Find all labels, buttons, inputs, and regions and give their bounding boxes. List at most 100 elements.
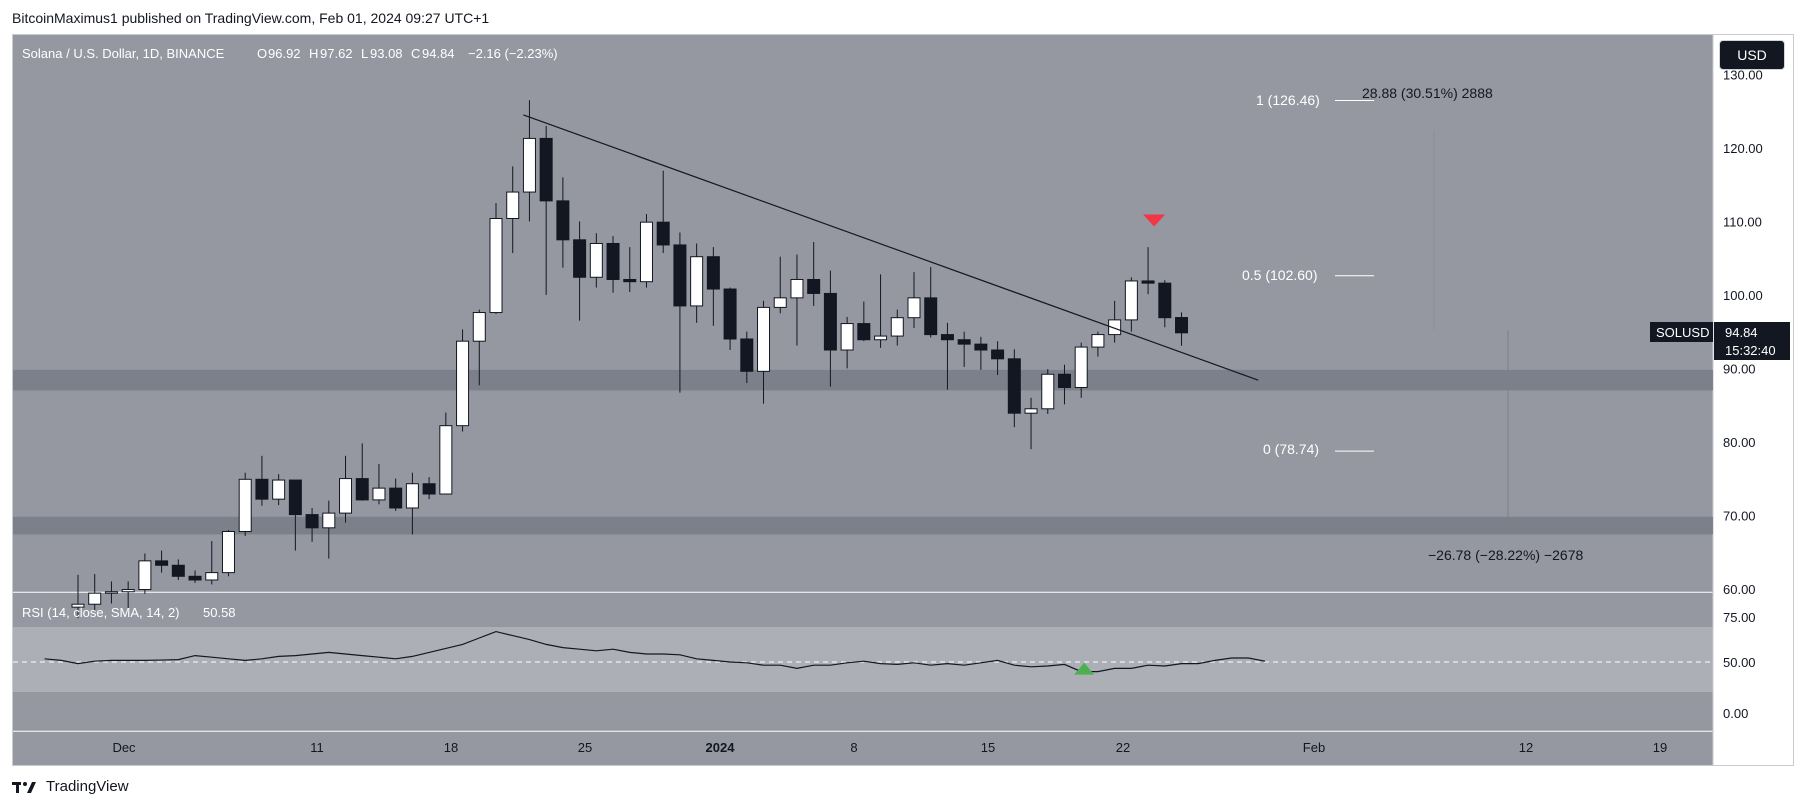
candle-body-up bbox=[272, 479, 286, 500]
candle-body-down bbox=[171, 564, 185, 577]
candle-body-down bbox=[422, 483, 436, 495]
candle-body-down bbox=[991, 349, 1005, 360]
candle bbox=[1175, 312, 1189, 346]
price-badge-price: 94.84 bbox=[1725, 325, 1758, 340]
candle bbox=[288, 479, 302, 551]
low-value: 93.08 bbox=[370, 46, 403, 61]
publisher-line: BitcoinMaximus1 published on TradingView… bbox=[12, 10, 490, 26]
candle bbox=[723, 287, 737, 351]
price-tick-label: 110.00 bbox=[1723, 214, 1762, 229]
candle-body-down bbox=[389, 487, 403, 509]
candle bbox=[238, 472, 252, 536]
candle-body-up bbox=[322, 512, 336, 529]
candle-body-up bbox=[890, 317, 904, 337]
candle bbox=[656, 170, 670, 254]
candle bbox=[807, 242, 821, 306]
candle bbox=[924, 266, 938, 338]
candle-body-up bbox=[439, 425, 453, 495]
candle bbox=[706, 247, 720, 326]
candle-body-up bbox=[339, 478, 353, 514]
candle bbox=[88, 574, 102, 611]
candle-body-up bbox=[1091, 334, 1105, 348]
date-tick-label: 22 bbox=[1116, 740, 1130, 755]
rsi-tick-label: 50.00 bbox=[1723, 655, 1756, 670]
candle bbox=[857, 301, 871, 342]
price-tick-label: 90.00 bbox=[1723, 361, 1756, 376]
candle bbox=[757, 300, 771, 404]
candle bbox=[155, 550, 169, 573]
tradingview-logo-icon bbox=[12, 781, 36, 793]
candle-body-down bbox=[673, 244, 687, 307]
candle bbox=[589, 233, 603, 288]
footer-brand[interactable]: TradingView bbox=[46, 778, 129, 795]
candle-body-up bbox=[104, 591, 118, 594]
candle-body-up bbox=[773, 297, 787, 308]
date-tick-label: Dec bbox=[112, 740, 136, 755]
candle-body-up bbox=[221, 530, 235, 574]
rsi-band bbox=[13, 627, 1713, 692]
bullish-signal-marker bbox=[1074, 662, 1095, 675]
high-value: 97.62 bbox=[320, 46, 353, 61]
candle bbox=[104, 581, 118, 604]
candle bbox=[673, 232, 687, 393]
price-tick-label: 100.00 bbox=[1723, 288, 1763, 303]
candle bbox=[255, 455, 269, 506]
candle-body-down bbox=[1175, 317, 1189, 334]
range-up-label: 28.88 (30.51%) 2888 bbox=[1362, 85, 1493, 101]
date-tick-label: 11 bbox=[310, 740, 324, 755]
open-label: O bbox=[257, 46, 267, 61]
candle-body-up bbox=[121, 589, 135, 593]
candle-body-up bbox=[1074, 346, 1088, 388]
candle bbox=[1108, 300, 1122, 343]
candle-body-up bbox=[639, 221, 653, 283]
candle bbox=[121, 581, 135, 611]
price-tick-label: 60.00 bbox=[1723, 582, 1756, 597]
price-axis-bg bbox=[1714, 35, 1793, 765]
chart-frame bbox=[12, 34, 1794, 766]
candle-body-down bbox=[623, 278, 637, 283]
date-tick-label: 2024 bbox=[706, 740, 736, 755]
candle-body-down bbox=[556, 200, 570, 241]
candle-body-down bbox=[188, 575, 202, 581]
rsi-tick-label: 0.00 bbox=[1723, 706, 1748, 721]
candle bbox=[1124, 277, 1138, 332]
price-badge-symbol: SOLUSD bbox=[1656, 325, 1709, 340]
candle bbox=[556, 177, 570, 268]
fib-1-label: 1 (126.46) bbox=[1256, 92, 1320, 108]
footer: TradingView bbox=[12, 778, 129, 795]
candle-body-down bbox=[255, 478, 269, 500]
candle-body-down bbox=[606, 242, 620, 280]
candle-body-up bbox=[472, 312, 486, 342]
candle-body-up bbox=[1124, 280, 1138, 321]
rsi-legend: RSI (14, close, SMA, 14, 2) bbox=[22, 605, 180, 620]
candle bbox=[974, 336, 988, 370]
change-value: −2.16 (−2.23%) bbox=[468, 46, 558, 61]
date-tick-label: 25 bbox=[578, 740, 592, 755]
candle-body-up bbox=[1108, 319, 1122, 336]
candle bbox=[907, 272, 921, 328]
candle-body-up bbox=[88, 592, 102, 605]
candle-body-down bbox=[656, 221, 670, 246]
candle bbox=[456, 329, 470, 432]
candle bbox=[840, 316, 854, 369]
candle bbox=[1007, 349, 1021, 428]
trendline bbox=[523, 114, 1259, 381]
candle-body-down bbox=[539, 137, 553, 202]
candle-body-up bbox=[489, 218, 503, 314]
candle bbox=[1074, 342, 1088, 398]
date-axis-bg bbox=[13, 732, 1713, 765]
candle bbox=[305, 507, 319, 542]
candle bbox=[823, 270, 837, 387]
candle-body-up bbox=[522, 137, 536, 193]
date-tick-label: 8 bbox=[850, 740, 857, 755]
currency-button[interactable]: USD bbox=[1719, 40, 1785, 70]
date-tick-label: Feb bbox=[1303, 740, 1325, 755]
bearish-signal-marker bbox=[1143, 214, 1166, 227]
price-tick-label: 80.00 bbox=[1723, 435, 1756, 450]
candle-body-down bbox=[573, 239, 587, 278]
rsi-value: 50.58 bbox=[203, 605, 236, 620]
candle-body-down bbox=[1007, 358, 1021, 414]
support-zone-2 bbox=[13, 516, 1713, 535]
candle bbox=[472, 309, 486, 386]
